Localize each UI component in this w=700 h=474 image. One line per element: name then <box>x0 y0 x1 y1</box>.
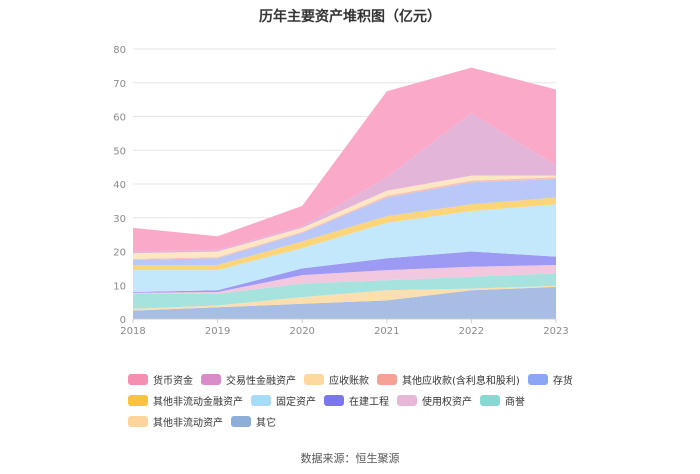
legend-label: 其他应收款(含利息和股利) <box>402 376 520 387</box>
y-tick-label: 0 <box>120 315 126 326</box>
legend-row: 其他非流动资产 其它 <box>128 411 598 432</box>
chart-title: 历年主要资产堆积图（亿元） <box>259 9 441 25</box>
legend-swatch <box>128 416 148 427</box>
area-series <box>133 67 556 252</box>
x-tick-label: 2022 <box>459 326 484 337</box>
x-tick-label: 2019 <box>205 326 230 337</box>
y-tick-label: 50 <box>113 146 126 157</box>
legend-swatch <box>128 395 148 406</box>
legend-label: 其它 <box>256 418 276 429</box>
legend-label: 货币资金 <box>153 376 193 387</box>
x-tick-label: 2023 <box>543 326 568 337</box>
legend-swatch <box>128 374 148 385</box>
legend-item[interactable]: 其他应收款(含利息和股利) <box>377 372 520 387</box>
legend-swatch <box>480 395 500 406</box>
legend-label: 应收账款 <box>329 376 369 387</box>
x-tick-label: 2021 <box>374 326 399 337</box>
legend-label: 商誉 <box>505 397 525 408</box>
stacked-area-chart: 0 10 20 30 40 50 60 70 80 2018 2019 2020 2021 2022 202… <box>113 45 568 337</box>
legend-swatch <box>201 374 221 385</box>
legend-row: 货币资金 交易性金融资产 应收账款 其他应收款(含利息和股利) 存货 <box>128 369 598 390</box>
legend-swatch <box>304 374 324 385</box>
area-series <box>133 251 556 293</box>
area-series <box>133 286 556 319</box>
legend-item[interactable]: 应收账款 <box>304 372 369 387</box>
area-series <box>133 178 556 265</box>
legend-label: 其他非流动资产 <box>153 418 223 429</box>
legend-label: 固定资产 <box>276 397 316 408</box>
legend-item[interactable]: 使用权资产 <box>397 393 472 408</box>
legend-label: 其他非流动金融资产 <box>153 397 243 408</box>
legend-item[interactable]: 其他非流动金融资产 <box>128 393 243 408</box>
x-tick-label: 2018 <box>120 326 145 337</box>
legend-item[interactable]: 在建工程 <box>324 393 389 408</box>
area-series <box>133 265 556 294</box>
legend-swatch <box>251 395 271 406</box>
area-series <box>133 113 556 254</box>
legend-label: 存货 <box>552 376 573 387</box>
legend-item[interactable]: 存货 <box>527 372 573 387</box>
y-tick-label: 60 <box>113 113 126 124</box>
legend-item[interactable]: 其它 <box>231 414 276 429</box>
legend-item[interactable]: 固定资产 <box>251 393 316 408</box>
legend-label: 在建工程 <box>349 397 389 408</box>
legend-item[interactable]: 商誉 <box>480 393 525 408</box>
area-series <box>133 285 556 311</box>
area-series <box>133 273 556 309</box>
legend-swatch <box>397 395 417 406</box>
y-tick-label: 70 <box>113 79 126 90</box>
y-tick-label: 80 <box>113 45 126 56</box>
legend-label: 使用权资产 <box>422 397 472 408</box>
legend-swatch <box>377 374 397 385</box>
legend-item[interactable]: 交易性金融资产 <box>201 372 296 387</box>
y-tick-label: 20 <box>113 248 126 259</box>
x-tick-label: 2020 <box>289 326 314 337</box>
legend-item[interactable]: 货币资金 <box>128 372 193 387</box>
data-source: 数据来源：恒生聚源 <box>300 452 400 465</box>
y-tick-label: 30 <box>113 214 126 225</box>
legend-label: 交易性金融资产 <box>226 376 296 387</box>
area-series <box>133 197 556 271</box>
area-series <box>133 204 556 292</box>
legend-row: 其他非流动金融资产 固定资产 在建工程 使用权资产 商誉 <box>128 390 598 411</box>
legend-item[interactable]: 其他非流动资产 <box>128 414 223 429</box>
y-tick-label: 40 <box>113 180 126 191</box>
y-tick-label: 10 <box>113 281 126 292</box>
legend-swatch <box>527 374 548 385</box>
legend-swatch <box>231 416 251 427</box>
legend: 货币资金 交易性金融资产 应收账款 其他应收款(含利息和股利) 存货其他非流动金融资产 固… <box>128 369 598 432</box>
legend-swatch <box>324 395 344 406</box>
